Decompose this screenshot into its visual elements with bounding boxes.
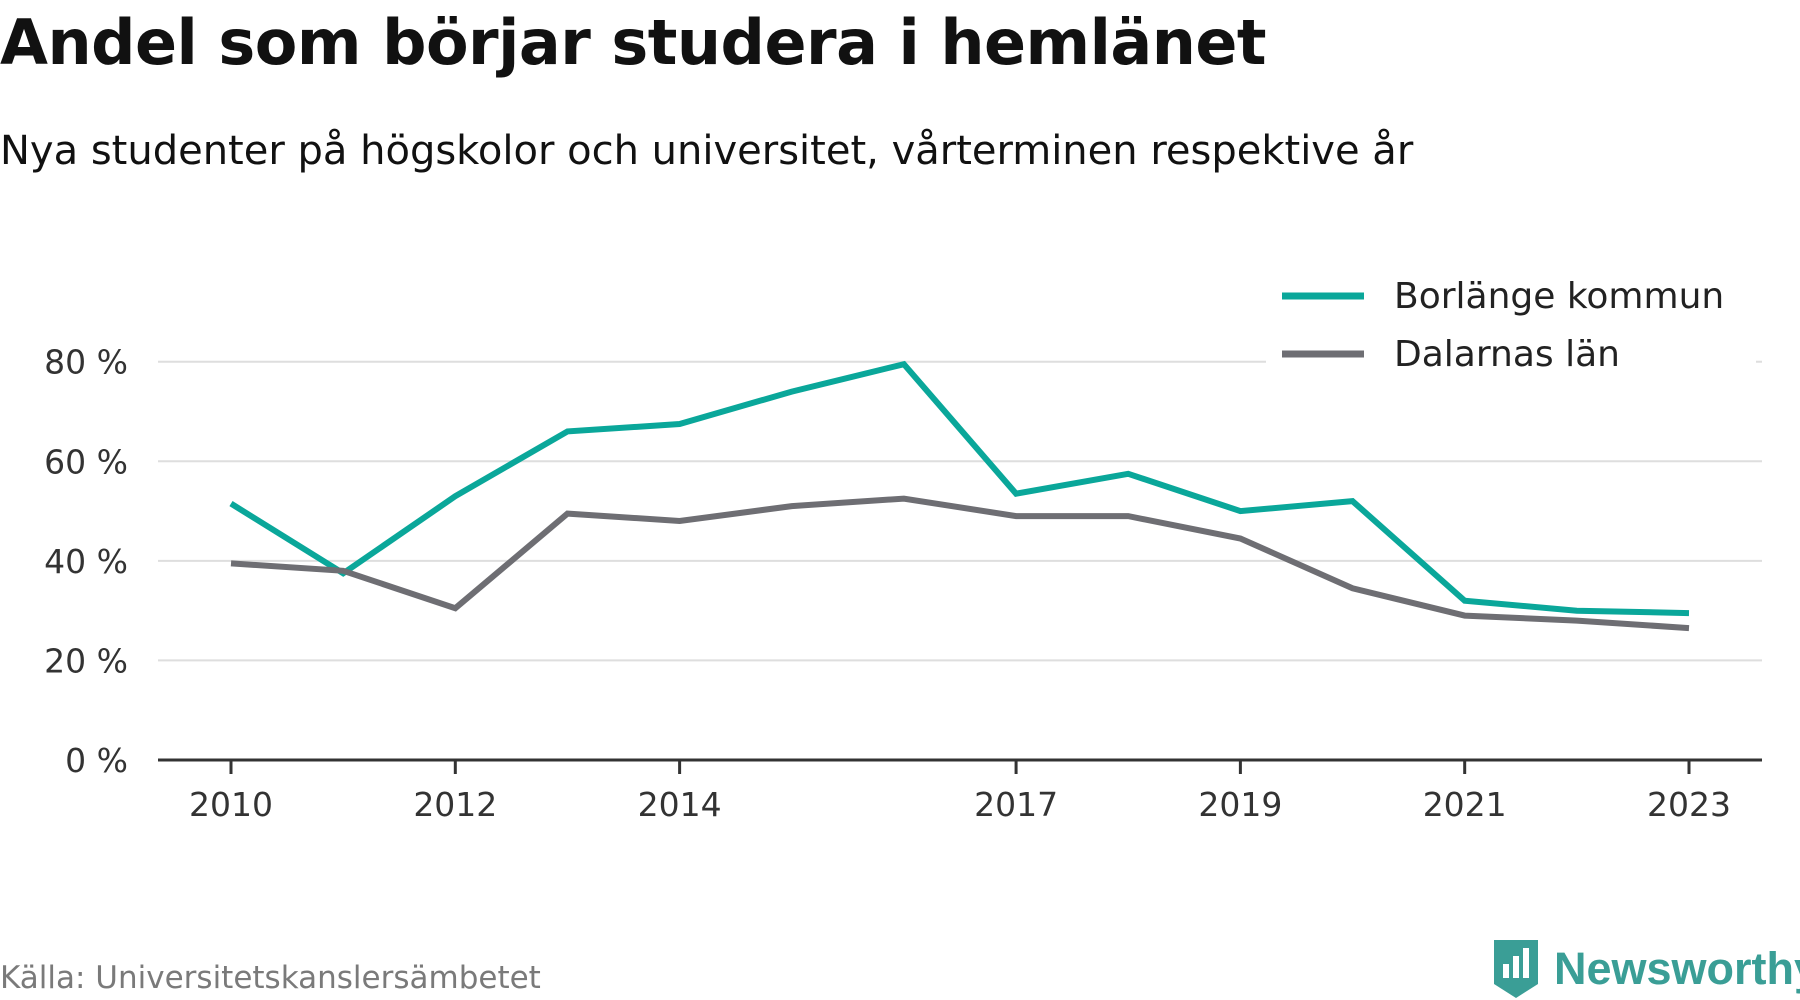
series-line-borlange	[229, 360, 1690, 617]
y-axis-ticks: 0 % 20 % 40 % 60 % 80 %	[44, 343, 128, 780]
legend-label: Borlänge kommun	[1394, 276, 1724, 317]
x-tick-label: 2023	[1647, 785, 1731, 824]
y-tick-label: 20 %	[44, 641, 128, 680]
series-lines	[229, 360, 1690, 632]
legend: Borlänge kommun Dalarnas län	[1266, 252, 1756, 388]
legend-background	[1266, 252, 1756, 388]
y-tick-label: 0 %	[65, 741, 128, 780]
x-tick-label: 2014	[638, 785, 722, 824]
x-tick-label: 2010	[189, 785, 273, 824]
legend-label: Dalarnas län	[1394, 334, 1620, 375]
x-tick-label: 2019	[1198, 785, 1282, 824]
x-axis-ticks: 2010 2012 2014 2017 2019 2021 2023	[189, 760, 1731, 824]
bar-chart-shield-icon	[1494, 940, 1538, 998]
source-note: Källa: Universitetskanslersämbetet	[0, 960, 541, 996]
y-tick-label: 40 %	[44, 542, 128, 581]
y-tick-label: 80 %	[44, 343, 128, 382]
x-tick-label: 2017	[974, 785, 1058, 824]
chart-title: Andel som börjar studera i hemlänet	[0, 6, 1267, 79]
y-tick-label: 60 %	[44, 442, 128, 481]
chart-subtitle: Nya studenter på högskolor och universit…	[0, 128, 1414, 174]
x-tick-label: 2012	[413, 785, 497, 824]
series-line-dalarna	[230, 495, 1690, 632]
x-tick-label: 2021	[1423, 785, 1507, 824]
brand-logo[interactable]: Newsworthy	[1492, 938, 1800, 1000]
brand-name: Newsworthy	[1554, 943, 1800, 994]
